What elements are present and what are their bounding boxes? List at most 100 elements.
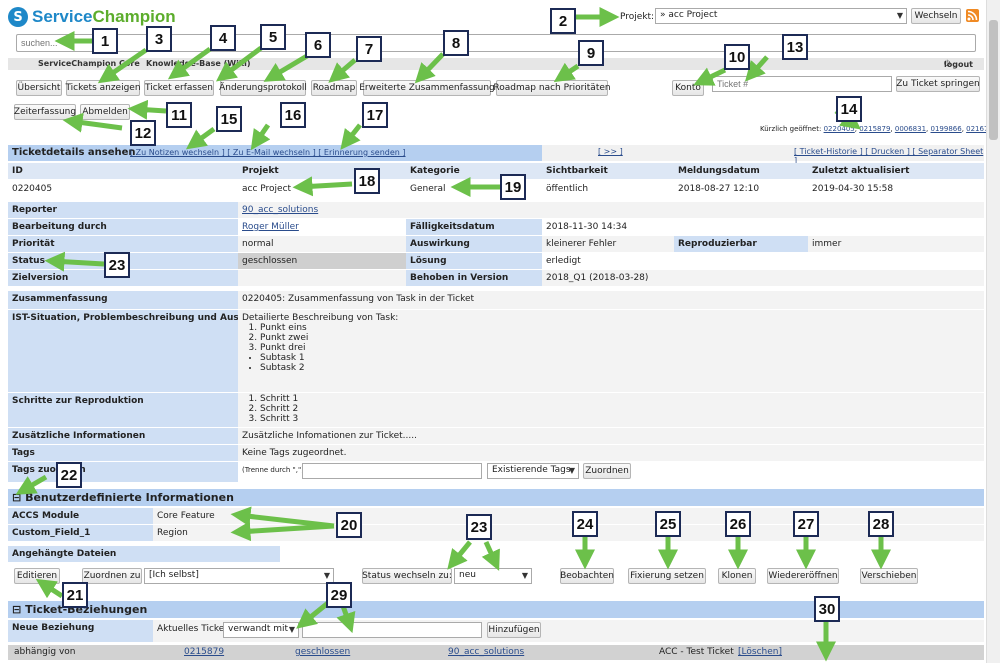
desc-value: Detailierte Beschreibung von Task: Punkt… <box>238 310 984 392</box>
status-value: geschlossen <box>238 253 406 269</box>
desc-item: Punkt drei <box>260 343 980 353</box>
repro-label: Reproduzierbar <box>674 236 808 252</box>
nav-view-tickets[interactable]: Tickets anzeigen <box>65 80 141 96</box>
relations-section-header[interactable]: ⊟ Ticket-Beziehungen <box>8 601 984 618</box>
project-label: Projekt: <box>620 12 655 22</box>
annotation-marker: 25 <box>655 511 681 537</box>
relation-ticket-link[interactable]: 0215879 <box>184 647 225 657</box>
project-select[interactable]: » acc Project ▼ <box>655 8 907 24</box>
relation-type-value: verwandt mit <box>228 624 289 634</box>
menu-wiki[interactable]: Knowledge-Base (Wiki) <box>146 59 251 68</box>
nav-changelog[interactable]: Änderungsprotokoll <box>219 80 307 96</box>
steps-value: Schritt 1 Schritt 2 Schritt 3 <box>238 393 984 427</box>
add-relation-button[interactable]: Hinzufügen <box>487 622 541 638</box>
relation-ticket-input[interactable] <box>302 622 482 638</box>
chevron-down-icon: ▼ <box>288 625 295 634</box>
nav-logout[interactable]: Abmelden <box>80 104 130 120</box>
extra-value: Zusätzliche Infomationen zur Ticket..... <box>238 428 984 444</box>
assign-to-button[interactable]: Zuordnen zu <box>82 568 142 584</box>
resolution-value: erledigt <box>546 256 581 266</box>
jump-to-ticket-button[interactable]: Zu Ticket springen <box>896 76 980 92</box>
collapse-icon[interactable]: ⊟ <box>12 603 22 616</box>
nav-roadmap[interactable]: Roadmap <box>311 80 357 96</box>
ticket-id: 0220405 <box>12 184 53 194</box>
recent-ticket[interactable]: 0220405 <box>823 125 855 133</box>
custom-section-header[interactable]: ⊟ Benutzerdefinierte Informationen <box>8 489 984 506</box>
scrollbar[interactable] <box>986 0 1000 663</box>
nav-create-ticket[interactable]: Ticket erfassen <box>144 80 214 96</box>
col-date: Meldungsdatum <box>674 163 808 179</box>
step-item: Schritt 1 <box>260 394 980 404</box>
resolution-label: Lösung <box>406 253 542 269</box>
recent-ticket[interactable]: 0199866 <box>930 125 962 133</box>
severity-value: kleinerer Fehler <box>542 236 674 252</box>
relation-summary: ACC - Test Ticket <box>659 647 734 657</box>
logo[interactable]: S ServiceChampion <box>8 6 176 28</box>
switch-project-button[interactable]: Wechseln <box>911 8 961 24</box>
recent-ticket[interactable]: 0216745 <box>966 125 998 133</box>
reporter-link[interactable]: 90_acc_solutions <box>242 205 319 215</box>
tag-input[interactable] <box>302 463 482 479</box>
desc-intro: Detailierte Beschreibung von Task: <box>242 313 399 323</box>
custom-label: ACCS Module <box>8 508 153 524</box>
nav-time-tracking[interactable]: Zeiterfassung <box>14 104 76 120</box>
annotation-marker: 5 <box>260 24 286 50</box>
tag-hint: (Trenne durch ",") <box>242 466 304 474</box>
annotation-marker: 3 <box>146 26 172 52</box>
logout-link[interactable]: logout ⏻ <box>944 59 973 69</box>
nav-extended-summary[interactable]: Erweiterte Zusammenfassung <box>359 80 495 96</box>
attachments-label: Angehängte Dateien <box>8 546 280 562</box>
relation-handler[interactable]: 90_acc_solutions <box>448 647 525 657</box>
new-relation-label: Neue Beziehung <box>8 620 153 642</box>
assign-tag-button[interactable]: Zuordnen <box>583 463 631 479</box>
reopen-button[interactable]: Wiedereröffnen <box>767 568 839 584</box>
edit-button[interactable]: Editieren <box>14 568 60 584</box>
annotation-marker: 1 <box>92 28 118 54</box>
annotation-arrow <box>127 99 167 120</box>
nav-roadmap-priorities[interactable]: Roadmap nach Prioritäten <box>493 80 611 96</box>
collapse-icon[interactable]: ⊟ <box>12 491 22 504</box>
rss-icon[interactable] <box>966 9 979 22</box>
ticket-history-links[interactable]: [ Ticket-Historie ] [ Drucken ] [ Separa… <box>794 147 984 165</box>
top-menu-bar: ServiceChampion Core Knowledge-Base (Wik… <box>8 58 984 70</box>
monitor-button[interactable]: Beobachten <box>560 568 614 584</box>
annotation-marker: 9 <box>578 40 604 66</box>
annotation-marker: 11 <box>166 102 192 128</box>
existing-tags-select[interactable]: Existierende Tags ▼ <box>487 463 579 479</box>
nav-account[interactable]: Konto <box>672 80 704 96</box>
ticket-number-input[interactable] <box>712 76 892 92</box>
annotation-marker: 4 <box>210 25 236 51</box>
ticket-date: 2018-08-27 12:10 <box>678 184 760 194</box>
move-button[interactable]: Verschieben <box>860 568 918 584</box>
recent-ticket[interactable]: 0006831 <box>894 125 927 133</box>
clone-button[interactable]: Klonen <box>718 568 756 584</box>
change-status-button[interactable]: Status wechseln zu: <box>362 568 452 584</box>
relation-type-select[interactable]: verwandt mit ▼ <box>223 622 299 638</box>
chevron-down-icon: ▼ <box>896 11 903 20</box>
nav-overview[interactable]: Übersicht <box>16 80 62 96</box>
existing-tags-value: Existierende Tags <box>492 465 571 475</box>
menu-core[interactable]: ServiceChampion Core <box>38 59 140 68</box>
recent-ticket[interactable]: 0215879 <box>859 125 891 133</box>
next-ticket-link[interactable]: [ >> ] <box>598 147 623 156</box>
status-select[interactable]: neu ▼ <box>454 568 532 584</box>
annotation-marker: 22 <box>56 462 82 488</box>
logo-icon: S <box>8 7 28 27</box>
steps-label: Schritte zur Reproduktion <box>8 393 238 427</box>
relation-status[interactable]: geschlossen <box>295 647 351 657</box>
current-ticket-label: Aktuelles Ticket <box>157 624 228 634</box>
details-title: Ticketdetails ansehen <box>12 147 136 158</box>
scrollbar-thumb[interactable] <box>989 20 998 140</box>
assign-select[interactable]: [Ich selbst] ▼ <box>144 568 334 584</box>
annotation-arrow <box>340 123 362 150</box>
relation-delete-link[interactable]: [Löschen] <box>738 647 782 657</box>
tags-label: Tags <box>8 445 238 461</box>
ticket-project: acc Project <box>242 184 292 194</box>
details-links[interactable]: [ Zu Notizen wechseln ] [ Zu E-Mail wech… <box>130 148 406 157</box>
annotation-marker: 26 <box>725 511 751 537</box>
annotation-marker: 10 <box>724 44 750 70</box>
stick-button[interactable]: Fixierung setzen <box>628 568 706 584</box>
reporter-label: Reporter <box>8 202 238 218</box>
handler-link[interactable]: Roger Müller <box>242 222 299 232</box>
recently-opened: Kürzlich geöffnet: 0220405, 0215879, 000… <box>760 125 998 133</box>
